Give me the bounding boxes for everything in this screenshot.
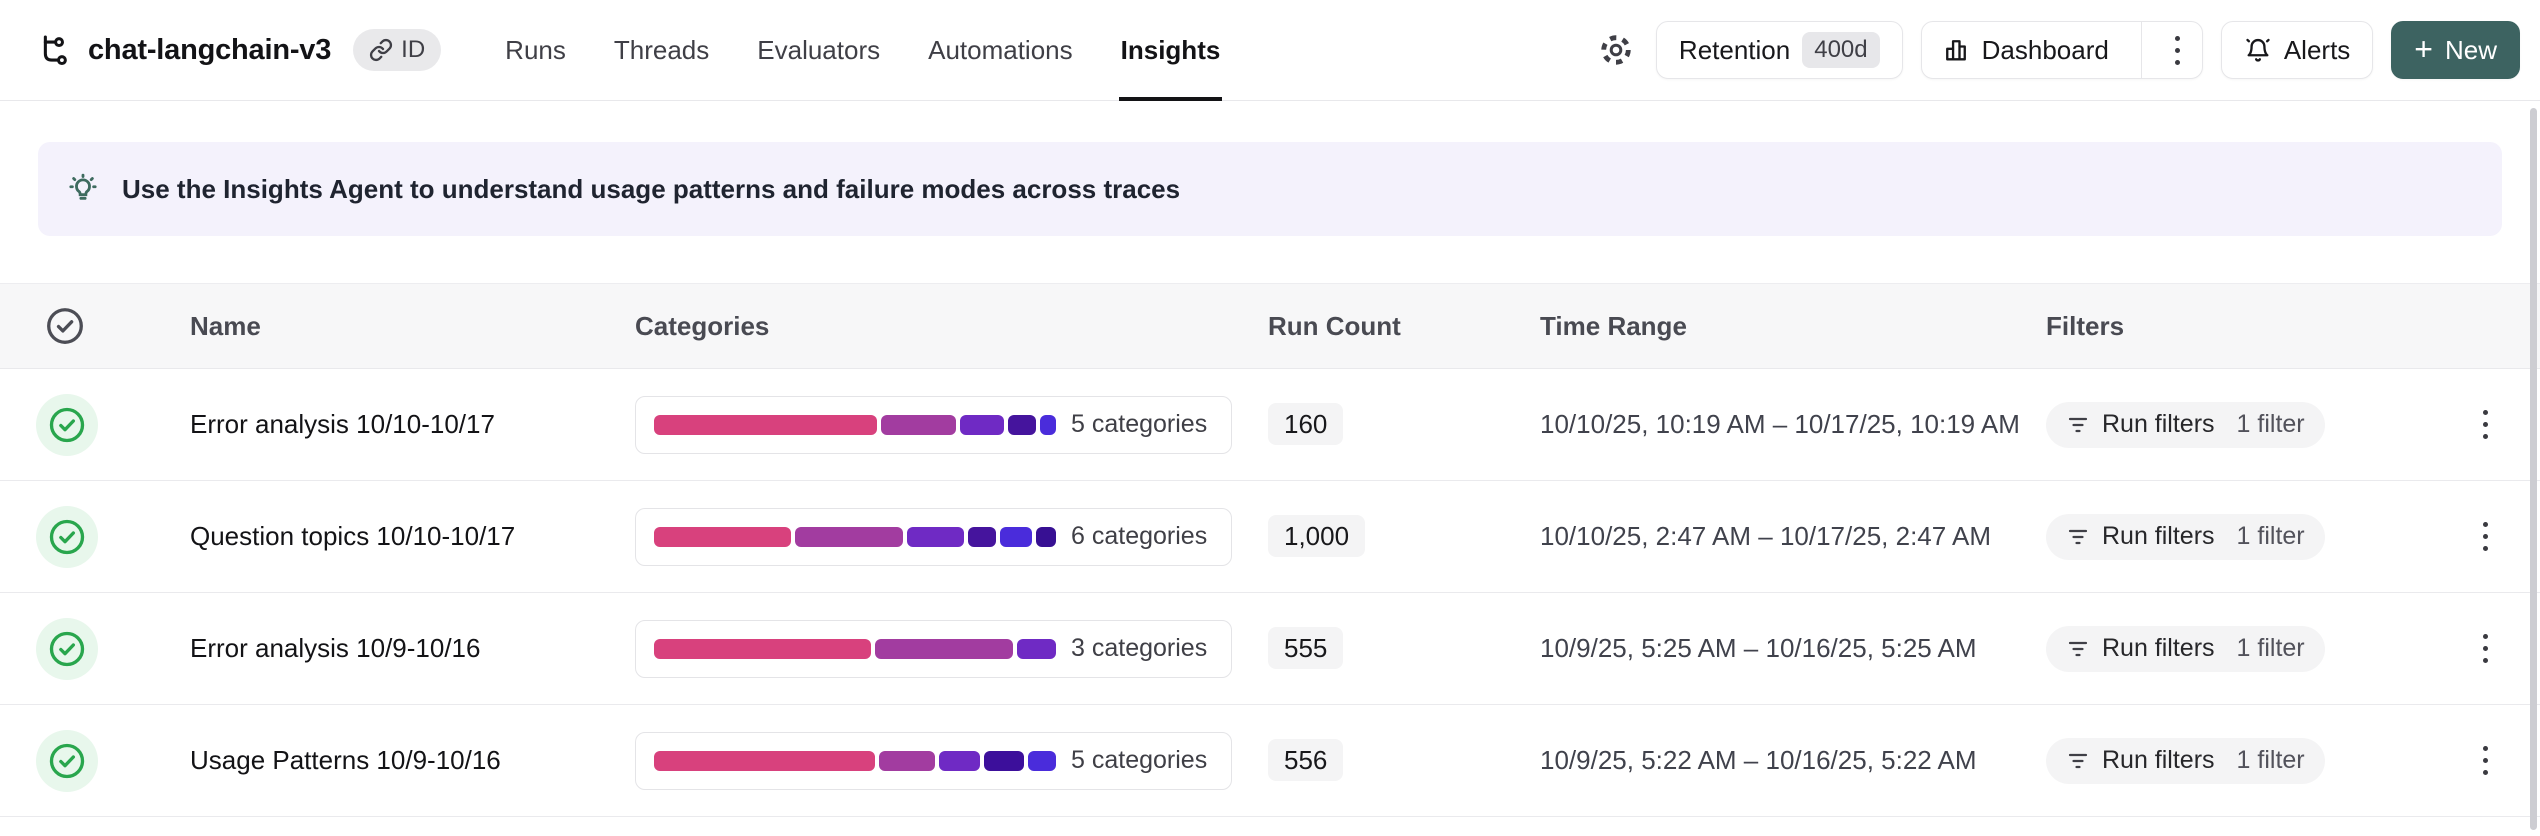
insights-table: Error analysis 10/10-10/17 5 categories … — [0, 369, 2540, 817]
table-row[interactable]: Error analysis 10/9-10/16 3 categories 5… — [0, 593, 2540, 705]
run-filters-label: Run filters — [2102, 410, 2215, 438]
table-row[interactable]: Error analysis 10/10-10/17 5 categories … — [0, 369, 2540, 481]
new-label: New — [2444, 34, 2497, 65]
settings-gear-icon[interactable] — [1594, 28, 1638, 72]
filter-icon — [2066, 637, 2090, 661]
filter-count-label: 1 filter — [2236, 410, 2305, 438]
category-distribution-bar — [654, 414, 1056, 435]
run-filters-label: Run filters — [2102, 522, 2215, 550]
row-actions-kebab-icon[interactable] — [2477, 404, 2494, 445]
filter-count-label: 1 filter — [2236, 634, 2305, 662]
filter-count-label: 1 filter — [2236, 522, 2305, 550]
category-distribution-bar — [654, 526, 1056, 547]
success-check-icon — [36, 729, 98, 792]
column-header-run-count: Run Count — [1268, 310, 1401, 341]
tab-threads[interactable]: Threads — [613, 34, 710, 65]
column-header-time-range: Time Range — [1540, 310, 1687, 341]
id-badge-label: ID — [401, 36, 426, 63]
project-tabs: Runs Threads Evaluators Automations Insi… — [505, 0, 1222, 101]
run-filters-chip[interactable]: Run filters 1 filter — [2046, 737, 2325, 784]
categories-count-label: 5 categories — [1071, 746, 1208, 774]
insight-name: Question topics 10/10-10/17 — [190, 521, 516, 551]
status-column-check-icon — [0, 305, 190, 347]
retention-label: Retention — [1678, 34, 1791, 65]
dashboard-button[interactable]: Dashboard — [1922, 22, 2129, 78]
category-distribution-bar — [654, 638, 1057, 659]
insight-name: Error analysis 10/9-10/16 — [190, 633, 481, 663]
success-check-icon — [36, 505, 98, 568]
filter-icon — [2066, 413, 2090, 437]
column-header-filters: Filters — [2046, 310, 2125, 341]
table-row[interactable]: Usage Patterns 10/9-10/16 5 categories 5… — [0, 705, 2540, 817]
dashboard-menu-kebab-icon[interactable] — [2154, 22, 2202, 78]
dashboard-split-button[interactable]: Dashboard — [1920, 21, 2203, 79]
alerts-button[interactable]: Alerts — [2220, 21, 2374, 79]
row-actions-kebab-icon[interactable] — [2477, 740, 2494, 781]
categories-count-label: 6 categories — [1071, 522, 1208, 550]
run-filters-label: Run filters — [2102, 634, 2215, 662]
categories-cell: 3 categories — [635, 619, 1232, 678]
row-actions-kebab-icon[interactable] — [2477, 516, 2494, 557]
row-actions-kebab-icon[interactable] — [2477, 628, 2494, 669]
run-count-badge: 555 — [1268, 627, 1344, 669]
bell-icon — [2244, 36, 2272, 64]
time-range-text: 10/10/25, 10:19 AM – 10/17/25, 10:19 AM — [1540, 409, 2020, 439]
run-count-badge: 556 — [1268, 739, 1344, 781]
column-header-categories: Categories — [635, 310, 770, 341]
run-filters-label: Run filters — [2102, 746, 2215, 774]
run-filters-chip[interactable]: Run filters 1 filter — [2046, 625, 2325, 672]
categories-count-label: 5 categories — [1071, 410, 1208, 438]
link-icon — [369, 38, 393, 62]
plus-icon: + — [2414, 30, 2433, 67]
time-range-text: 10/9/25, 5:22 AM – 10/16/25, 5:22 AM — [1540, 745, 1977, 775]
success-check-icon — [36, 393, 98, 456]
insight-name: Error analysis 10/10-10/17 — [190, 409, 495, 439]
insights-agent-banner: Use the Insights Agent to understand usa… — [38, 142, 2502, 236]
success-check-icon — [36, 617, 98, 680]
table-header: Name Categories Run Count Time Range Fil… — [0, 283, 2540, 369]
run-count-badge: 1,000 — [1268, 515, 1366, 557]
tab-automations[interactable]: Automations — [928, 34, 1073, 65]
run-count-badge: 160 — [1268, 403, 1344, 445]
page-title: chat-langchain-v3 — [88, 33, 332, 66]
copy-id-badge[interactable]: ID — [353, 29, 442, 71]
table-row[interactable]: Question topics 10/10-10/17 6 categories… — [0, 481, 2540, 593]
time-range-text: 10/10/25, 2:47 AM – 10/17/25, 2:47 AM — [1540, 521, 1992, 551]
top-bar: chat-langchain-v3 ID Runs Threads Evalua… — [0, 0, 2540, 101]
category-distribution-bar — [654, 750, 1056, 771]
alerts-label: Alerts — [2283, 34, 2351, 65]
categories-cell: 6 categories — [635, 507, 1232, 566]
column-header-name: Name — [190, 310, 261, 341]
retention-days-badge: 400d — [1802, 32, 1880, 68]
topbar-actions: Retention 400d Dashboard — [1594, 21, 2520, 79]
dashboard-label: Dashboard — [1981, 34, 2109, 65]
vertical-scrollbar[interactable] — [2530, 108, 2537, 830]
tab-insights[interactable]: Insights — [1118, 0, 1222, 101]
banner-text: Use the Insights Agent to understand usa… — [122, 173, 1181, 204]
lightbulb-icon — [66, 172, 100, 206]
tab-evaluators[interactable]: Evaluators — [757, 34, 881, 65]
filter-icon — [2066, 749, 2090, 773]
bar-chart-icon — [1942, 36, 1970, 64]
retention-button[interactable]: Retention 400d — [1655, 21, 1903, 79]
time-range-text: 10/9/25, 5:25 AM – 10/16/25, 5:25 AM — [1540, 633, 1977, 663]
categories-cell: 5 categories — [635, 731, 1232, 790]
button-divider — [2140, 22, 2142, 78]
insight-name: Usage Patterns 10/9-10/16 — [190, 745, 501, 775]
run-filters-chip[interactable]: Run filters 1 filter — [2046, 401, 2325, 448]
new-button[interactable]: + New — [2391, 21, 2520, 79]
filter-icon — [2066, 525, 2090, 549]
filter-count-label: 1 filter — [2236, 746, 2305, 774]
trace-tree-icon — [36, 32, 72, 68]
tab-runs[interactable]: Runs — [505, 34, 566, 65]
run-filters-chip[interactable]: Run filters 1 filter — [2046, 513, 2325, 560]
categories-count-label: 3 categories — [1071, 634, 1208, 662]
categories-cell: 5 categories — [635, 395, 1232, 454]
